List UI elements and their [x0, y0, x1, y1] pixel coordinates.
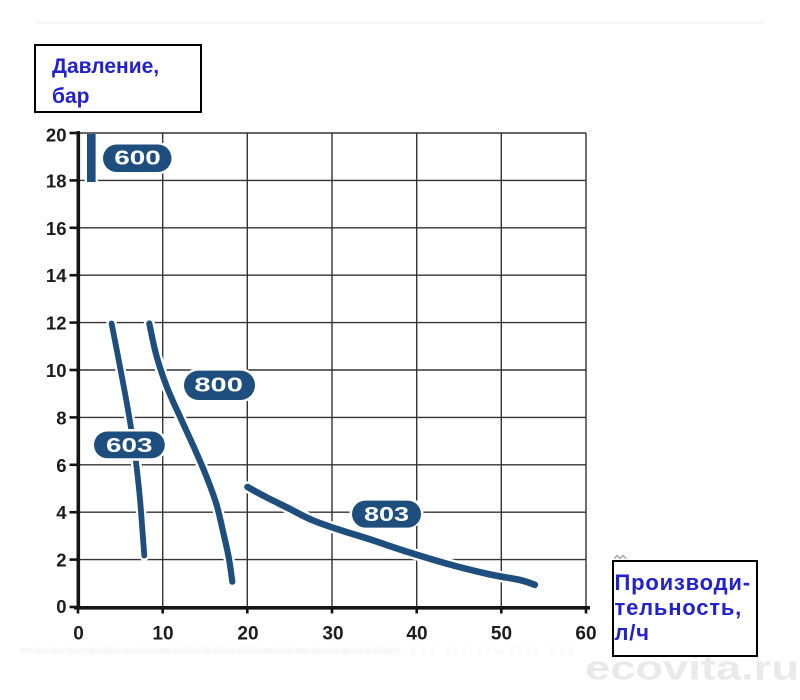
- svg-text:30: 30: [322, 624, 343, 645]
- svg-text:2: 2: [56, 550, 66, 571]
- svg-text:800: 800: [194, 375, 243, 397]
- svg-text:50: 50: [491, 624, 512, 645]
- svg-text:0: 0: [56, 596, 66, 617]
- svg-text:803: 803: [364, 504, 409, 526]
- svg-text:603: 603: [106, 435, 153, 457]
- svg-text:14: 14: [46, 265, 67, 286]
- svg-text:40: 40: [406, 624, 427, 645]
- svg-text:ecovita.ru ecovita.ru ecovit: ecovita.ru ecovita.ru ecovita.ru ecovita…: [30, 642, 575, 659]
- svg-text:10: 10: [152, 624, 173, 645]
- svg-text:8: 8: [56, 407, 66, 428]
- svg-text:18: 18: [46, 170, 67, 191]
- svg-text:600: 600: [114, 148, 161, 170]
- svg-text:6: 6: [56, 455, 66, 476]
- svg-text:20: 20: [237, 624, 258, 645]
- svg-text:16: 16: [46, 218, 67, 239]
- svg-text:12: 12: [46, 313, 67, 334]
- svg-text:0: 0: [73, 624, 84, 645]
- svg-text:4: 4: [56, 502, 67, 523]
- svg-text:10: 10: [46, 360, 67, 381]
- svg-text:20: 20: [46, 125, 67, 146]
- svg-text:60: 60: [575, 624, 596, 645]
